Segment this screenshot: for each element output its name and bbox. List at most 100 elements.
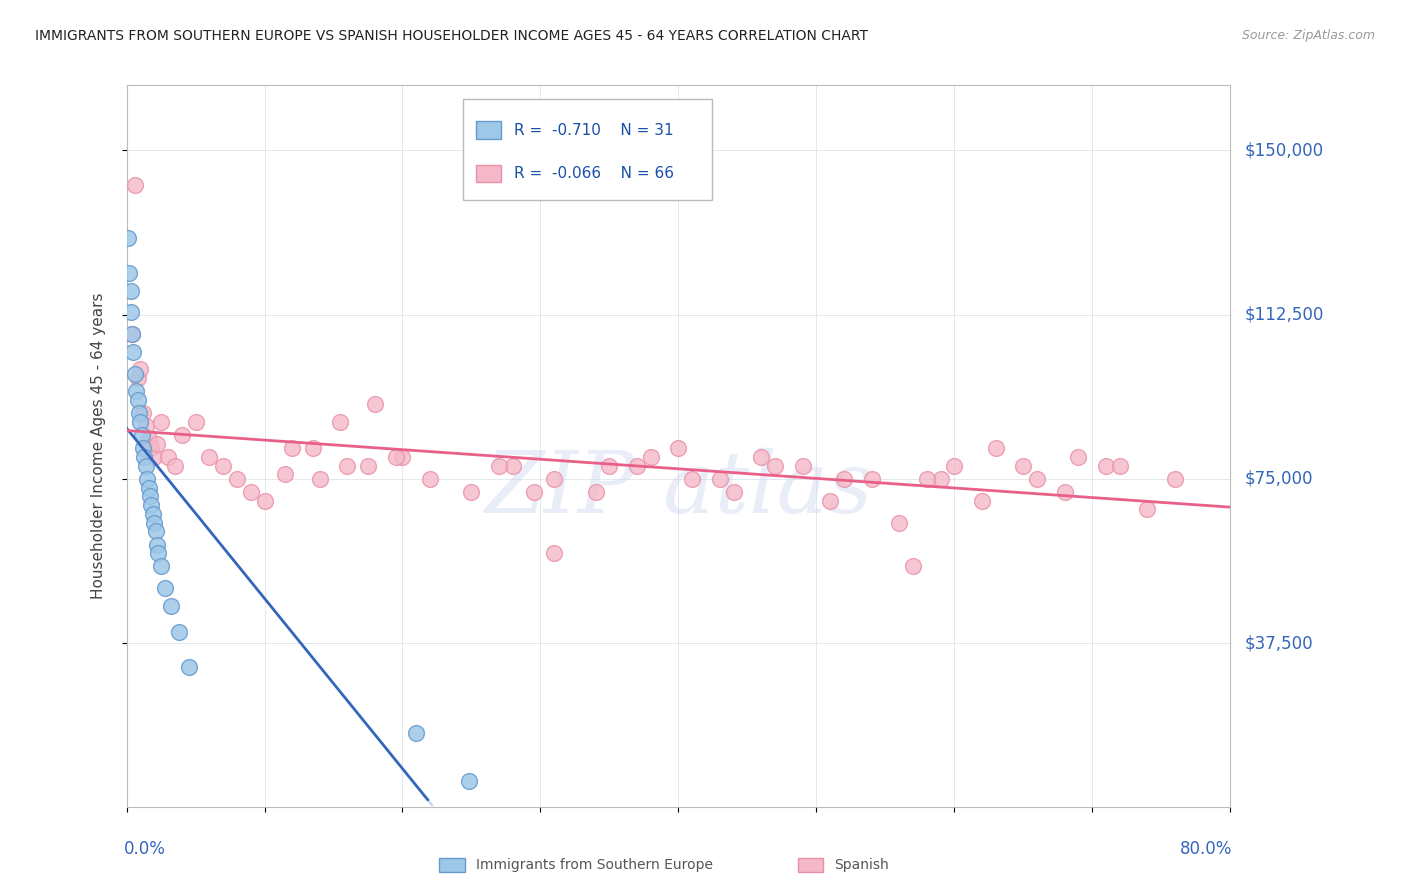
Point — [145, 524, 167, 539]
Point — [138, 433, 160, 447]
Point — [522, 485, 544, 500]
Text: ZIP atlas: ZIP atlas — [484, 448, 873, 531]
Point — [153, 582, 176, 596]
Point — [626, 458, 648, 473]
Point — [132, 441, 155, 455]
Point — [120, 305, 142, 319]
Point — [391, 450, 413, 464]
Point — [143, 450, 166, 464]
Point — [749, 450, 772, 464]
Point — [146, 437, 169, 451]
Y-axis label: Householder Income Ages 45 - 64 years: Householder Income Ages 45 - 64 years — [91, 293, 105, 599]
Point — [460, 485, 482, 500]
Text: $150,000: $150,000 — [1244, 142, 1323, 160]
Text: IMMIGRANTS FROM SOUTHERN EUROPE VS SPANISH HOUSEHOLDER INCOME AGES 45 - 64 YEARS: IMMIGRANTS FROM SOUTHERN EUROPE VS SPANI… — [35, 29, 868, 43]
Text: $37,500: $37,500 — [1244, 634, 1313, 652]
Point — [131, 428, 153, 442]
Point — [156, 450, 179, 464]
Point — [148, 546, 170, 560]
Point — [860, 472, 883, 486]
Point — [488, 458, 510, 473]
Point — [125, 384, 148, 399]
Point — [598, 458, 620, 473]
Point — [543, 472, 565, 486]
Point — [141, 441, 163, 455]
Point — [184, 415, 207, 429]
Point — [405, 726, 427, 740]
Point — [146, 537, 169, 551]
Point — [141, 498, 163, 512]
Point — [150, 559, 173, 574]
Point — [723, 485, 745, 500]
Text: Source: ZipAtlas.com: Source: ZipAtlas.com — [1241, 29, 1375, 42]
Point — [943, 458, 966, 473]
Point — [281, 441, 304, 455]
Text: R =  -0.710    N = 31: R = -0.710 N = 31 — [515, 123, 673, 137]
Point — [502, 458, 524, 473]
Point — [419, 472, 441, 486]
Point — [1012, 458, 1035, 473]
Point — [336, 458, 359, 473]
Point — [124, 367, 146, 381]
Point — [127, 371, 149, 385]
Point — [128, 406, 150, 420]
Point — [159, 599, 181, 613]
Point — [253, 493, 276, 508]
Point — [122, 344, 145, 359]
Point — [1026, 472, 1049, 486]
Point — [301, 441, 323, 455]
Point — [1053, 485, 1076, 500]
Point — [792, 458, 814, 473]
Point — [170, 428, 193, 442]
Point — [239, 485, 262, 500]
Text: Immigrants from Southern Europe: Immigrants from Southern Europe — [475, 858, 713, 872]
Point — [135, 419, 157, 434]
Point — [132, 406, 155, 420]
Text: 0.0%: 0.0% — [124, 839, 166, 858]
Point — [117, 231, 139, 245]
Point — [681, 472, 703, 486]
Point — [120, 284, 142, 298]
Point — [329, 415, 352, 429]
Point — [357, 458, 380, 473]
Point — [832, 472, 855, 486]
Point — [135, 458, 157, 473]
Bar — [463, 99, 711, 201]
Point — [970, 493, 993, 508]
Point — [163, 458, 186, 473]
Point — [640, 450, 662, 464]
Point — [198, 450, 221, 464]
Point — [818, 493, 841, 508]
Point — [889, 516, 911, 530]
Point — [143, 516, 166, 530]
Text: R =  -0.066    N = 66: R = -0.066 N = 66 — [515, 166, 673, 181]
Point — [1095, 458, 1118, 473]
Point — [585, 485, 607, 500]
Text: Spanish: Spanish — [835, 858, 889, 872]
Point — [929, 472, 952, 486]
Bar — [477, 165, 501, 182]
Point — [364, 397, 387, 411]
Point — [167, 625, 190, 640]
Point — [139, 489, 162, 503]
Point — [1164, 472, 1187, 486]
Text: $112,500: $112,500 — [1244, 306, 1323, 324]
Point — [142, 507, 165, 521]
Point — [124, 178, 146, 193]
Point — [121, 327, 143, 342]
Point — [121, 327, 143, 342]
Point — [225, 472, 249, 486]
Point — [1108, 458, 1130, 473]
Point — [915, 472, 938, 486]
Point — [457, 774, 479, 789]
Point — [212, 458, 235, 473]
Point — [150, 415, 173, 429]
Text: 80.0%: 80.0% — [1180, 839, 1233, 858]
Point — [1136, 502, 1159, 516]
Point — [134, 450, 156, 464]
Point — [129, 415, 152, 429]
Point — [901, 559, 924, 574]
Point — [177, 660, 200, 674]
Text: $75,000: $75,000 — [1244, 470, 1313, 488]
Point — [129, 362, 152, 376]
